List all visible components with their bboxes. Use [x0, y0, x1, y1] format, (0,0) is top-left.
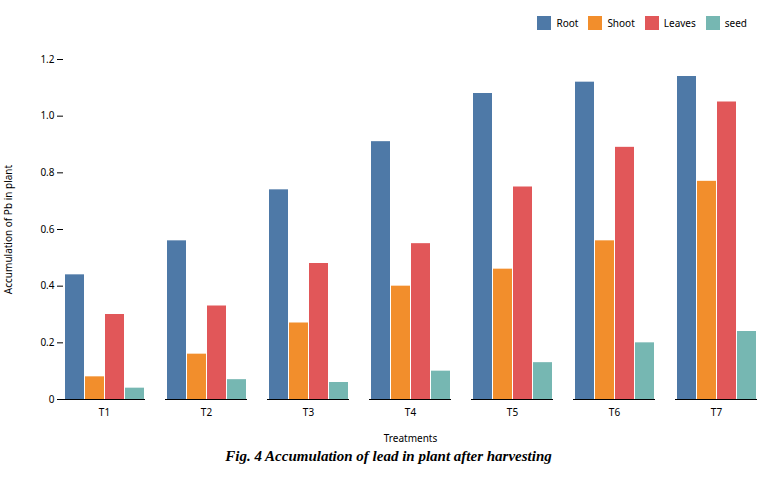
- svg-text:T4: T4: [405, 405, 417, 419]
- html-text:Shoot: Shoot: [607, 15, 635, 30]
- html-text:Root: Root: [556, 15, 579, 30]
- svg-text:T2: T2: [201, 405, 213, 419]
- html-text:seed: seed: [724, 15, 747, 30]
- svg-text:1.0: 1.0: [40, 108, 54, 122]
- svg-text:Treatments: Treatments: [384, 431, 438, 445]
- svg-text:T6: T6: [609, 405, 621, 419]
- svg-text:0: 0: [49, 392, 55, 406]
- svg-text:T7: T7: [711, 405, 723, 419]
- svg-text:0.2: 0.2: [40, 335, 54, 349]
- svg-text:1.2: 1.2: [40, 52, 54, 66]
- html-text:Fig. 4 Accumulation of lead in: Fig. 4 Accumulation of lead in plant aft…: [225, 448, 552, 464]
- html-text:Leaves: Leaves: [663, 15, 696, 30]
- svg-text:0.8: 0.8: [40, 165, 54, 179]
- svg-text:Accumulation of Pb in plant: Accumulation of Pb in plant: [1, 164, 15, 294]
- svg-text:T3: T3: [303, 405, 315, 419]
- svg-text:T5: T5: [507, 405, 519, 419]
- svg-text:0.6: 0.6: [40, 222, 54, 236]
- svg-text:T1: T1: [99, 405, 110, 419]
- svg-text:0.4: 0.4: [40, 278, 54, 292]
